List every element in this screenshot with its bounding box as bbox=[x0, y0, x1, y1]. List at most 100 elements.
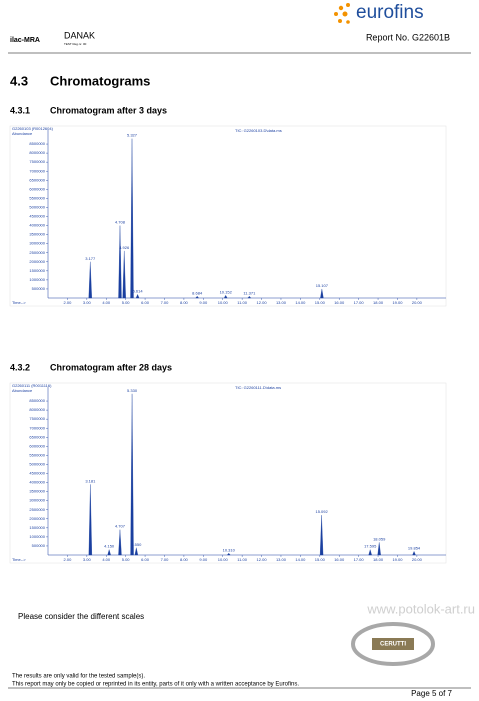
x-tick-label: 5.00 bbox=[122, 300, 131, 305]
note: Please consider the different scales bbox=[18, 612, 144, 621]
peak-label: 18.059 bbox=[373, 536, 386, 541]
y-tick-label: 2500000 bbox=[29, 507, 45, 512]
x-tick-label: 18.00 bbox=[373, 557, 384, 562]
x-tick-label: 2.00 bbox=[64, 300, 73, 305]
y-tick-label: 7500000 bbox=[29, 159, 45, 164]
x-tick-label: 17.00 bbox=[354, 557, 365, 562]
peak-label: 15.107 bbox=[316, 283, 329, 288]
x-tick-label: 19.00 bbox=[392, 557, 403, 562]
y-tick-label: 6500000 bbox=[29, 177, 45, 182]
x-axis-label: Time--> bbox=[12, 557, 26, 562]
peak-label: 17.595 bbox=[364, 544, 377, 549]
peak bbox=[107, 549, 111, 556]
peak bbox=[195, 295, 200, 299]
x-tick-label: 7.00 bbox=[161, 557, 170, 562]
y-tick-label: 1000000 bbox=[29, 534, 45, 539]
peak-label: 4.150 bbox=[104, 544, 115, 549]
peak-label: 5.327 bbox=[127, 133, 138, 138]
x-tick-label: 11.00 bbox=[237, 557, 247, 562]
y-tick-label: 2000000 bbox=[29, 516, 45, 521]
x-tick-label: 8.00 bbox=[180, 557, 189, 562]
y-tick-label: 7000000 bbox=[29, 168, 45, 173]
peak-label: 4.926 bbox=[119, 245, 130, 250]
x-tick-label: 6.00 bbox=[141, 300, 150, 305]
y-tick-label: 4000000 bbox=[29, 223, 45, 228]
x-tick-label: 4.00 bbox=[102, 300, 111, 305]
peak-label: 5.550 bbox=[131, 542, 142, 547]
y-tick-label: 5500000 bbox=[29, 195, 45, 200]
page-number: Page 5 of 7 bbox=[411, 689, 452, 698]
y-tick-label: 6500000 bbox=[29, 434, 45, 439]
peak bbox=[368, 549, 372, 556]
x-tick-label: 14.00 bbox=[295, 557, 306, 562]
x-tick-label: 9.00 bbox=[199, 300, 208, 305]
x-tick-label: 9.00 bbox=[199, 557, 208, 562]
peak bbox=[223, 294, 228, 299]
plot-frame bbox=[9, 125, 447, 307]
peak bbox=[130, 393, 134, 556]
x-tick-label: 3.00 bbox=[83, 557, 92, 562]
x-tick-label: 12.00 bbox=[257, 557, 268, 562]
footer-line: This report may only be copied or reprin… bbox=[12, 682, 299, 688]
peak bbox=[118, 529, 122, 556]
section-title: Chromatograms bbox=[50, 73, 150, 88]
x-tick-label: 8.00 bbox=[180, 300, 189, 305]
y-tick-label: 4000000 bbox=[29, 480, 45, 485]
eurofins-mark bbox=[334, 3, 350, 24]
peak-label: 15.092 bbox=[315, 509, 328, 514]
x-tick-label: 20.00 bbox=[412, 300, 423, 305]
stamp: CERUTTI bbox=[380, 642, 406, 648]
peak bbox=[122, 250, 126, 299]
peak-label: 5.330 bbox=[127, 388, 138, 393]
y-tick-label: 8000000 bbox=[29, 407, 45, 412]
plot-frame bbox=[9, 382, 447, 564]
y-tick-label: 1500000 bbox=[29, 525, 45, 530]
danak: DANAK bbox=[64, 30, 95, 40]
trace-label: TIC: G2260111.D\data.ms bbox=[235, 385, 281, 390]
peak-label: 5.614 bbox=[133, 288, 144, 293]
chart-title: Chromatogram after 28 days bbox=[50, 362, 172, 372]
x-tick-label: 5.00 bbox=[122, 557, 131, 562]
peak bbox=[319, 515, 324, 556]
peak bbox=[377, 542, 381, 556]
accreditation: ilac-MRA bbox=[10, 37, 40, 44]
x-tick-label: 12.00 bbox=[257, 300, 268, 305]
peak-label: 4.707 bbox=[115, 524, 126, 529]
peak bbox=[247, 295, 252, 299]
chart-number: 4.3.1 bbox=[10, 105, 30, 115]
y-tick-label: 500000 bbox=[32, 286, 46, 291]
y-tick-label: 6000000 bbox=[29, 443, 45, 448]
x-tick-label: 14.00 bbox=[295, 300, 306, 305]
y-tick-label: 3000000 bbox=[29, 498, 45, 503]
peak bbox=[135, 293, 140, 299]
chart-title: Chromatogram after 3 days bbox=[50, 105, 167, 115]
y-axis-label: Abundance bbox=[12, 131, 33, 136]
y-tick-label: 4500000 bbox=[29, 214, 45, 219]
x-tick-label: 15.00 bbox=[315, 557, 326, 562]
stamp-band bbox=[372, 638, 414, 650]
y-tick-label: 3500000 bbox=[29, 489, 45, 494]
peak-label: 3.177 bbox=[85, 256, 96, 261]
y-tick-label: 2500000 bbox=[29, 250, 45, 255]
x-tick-label: 20.00 bbox=[412, 557, 423, 562]
y-tick-label: 5000000 bbox=[29, 462, 45, 467]
peak bbox=[88, 484, 92, 556]
x-tick-label: 11.00 bbox=[237, 300, 247, 305]
x-tick-label: 13.00 bbox=[276, 300, 287, 305]
x-tick-label: 4.00 bbox=[102, 557, 111, 562]
peak-label: 3.181 bbox=[85, 478, 96, 483]
peak bbox=[118, 225, 122, 299]
y-tick-label: 4500000 bbox=[29, 471, 45, 476]
x-tick-label: 3.00 bbox=[83, 300, 92, 305]
y-tick-label: 3000000 bbox=[29, 241, 45, 246]
y-tick-label: 5000000 bbox=[29, 205, 45, 210]
x-tick-label: 18.00 bbox=[373, 300, 384, 305]
peak-label: 8.684 bbox=[192, 290, 203, 295]
x-tick-label: 19.00 bbox=[392, 300, 403, 305]
x-tick-label: 10.00 bbox=[218, 557, 229, 562]
peak bbox=[412, 550, 416, 556]
y-tick-label: 1000000 bbox=[29, 277, 45, 282]
peak bbox=[320, 288, 324, 299]
y-tick-label: 7500000 bbox=[29, 416, 45, 421]
